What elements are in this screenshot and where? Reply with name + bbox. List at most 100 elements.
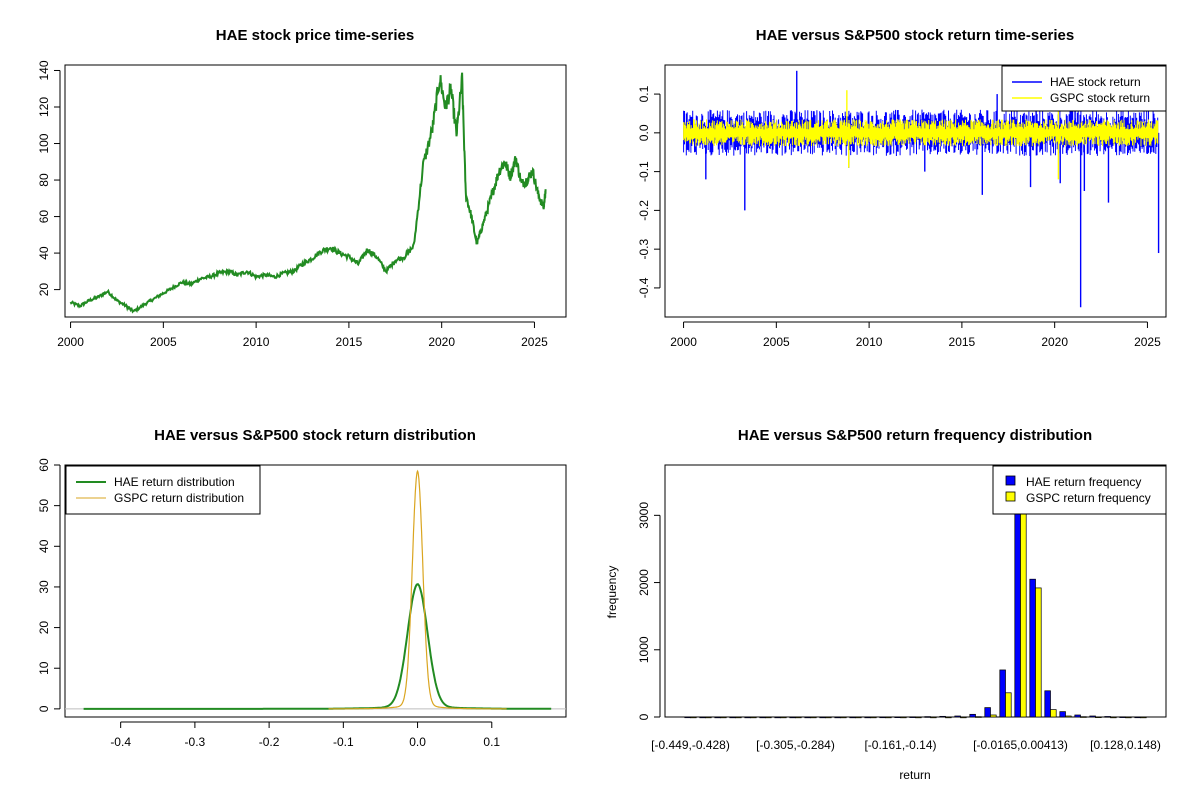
- gspc-frequency-bar: [720, 716, 727, 719]
- legend-box: [65, 465, 261, 515]
- price-chart-title: HAE stock price time-series: [216, 27, 414, 44]
- gspc-frequency-bar: [990, 714, 997, 718]
- return-timeseries-marks: 2000 2005 2010 2015 2020 2025 -0.4 -0.3 -0.2 -0.1…: [637, 70, 1161, 349]
- frequency-distribution-legend: HAE return frequency GSPC return frequen…: [992, 465, 1167, 515]
- hae-frequency-bar: [819, 716, 826, 719]
- freq-x-tick-label: [-0.0165,0.00413): [973, 738, 1068, 752]
- hae-frequency-bar: [1044, 690, 1051, 718]
- price-y-tick-label: 140: [37, 60, 51, 80]
- price-x-tick-label: 2020: [428, 335, 455, 349]
- price-x-tick-label: 2025: [521, 335, 548, 349]
- returns-y-tick-label: -0.1: [637, 161, 651, 182]
- return-timeseries-legend: HAE stock return GSPC stock return: [1001, 65, 1167, 112]
- hae-frequency-bar: [684, 716, 691, 719]
- price-x-tick-label: 2010: [243, 335, 270, 349]
- gspc-frequency-bar: [855, 716, 862, 719]
- price-y-tick-label: 120: [37, 97, 51, 117]
- hae-frequency-bar: [1059, 711, 1066, 718]
- frequency-xlabel: return: [899, 768, 930, 782]
- freq-y-tick-label: 1000: [637, 636, 651, 663]
- gspc-frequency-bar: [1005, 692, 1012, 718]
- hae-frequency-bar: [1014, 510, 1021, 718]
- legend-label-hae: HAE return distribution: [114, 475, 235, 489]
- return-timeseries-plot-box: [664, 64, 1167, 318]
- dist-y-tick-label: 50: [37, 499, 51, 513]
- hae-frequency-bar: [864, 716, 871, 719]
- gspc-frequency-bar: [690, 716, 697, 719]
- return-distribution-legend: HAE return distribution GSPC return dist…: [65, 465, 261, 515]
- gspc-frequency-bar: [960, 716, 967, 719]
- legend-box: [1001, 65, 1167, 112]
- gspc-frequency-bar: [750, 716, 757, 719]
- hae-frequency-bar: [729, 716, 736, 719]
- hae-frequency-bar: [834, 716, 841, 719]
- gspc-frequency-bar: [825, 716, 832, 719]
- return-distribution-title: HAE versus S&P500 stock return distribut…: [154, 427, 476, 444]
- price-y-tick-label: 80: [37, 173, 51, 187]
- price-y-tick-label: 60: [37, 210, 51, 224]
- hae-frequency-bar: [1089, 715, 1096, 718]
- gspc-frequency-bar: [930, 716, 937, 719]
- dist-y-tick-label: 20: [37, 621, 51, 635]
- price-y-tick-label: 20: [37, 283, 51, 297]
- returns-x-tick-label: 2005: [763, 335, 790, 349]
- gspc-frequency-bar: [900, 716, 907, 719]
- gspc-frequency-bar: [705, 716, 712, 719]
- return-distribution-plot-box: [64, 464, 567, 718]
- gspc-frequency-bar: [1095, 716, 1102, 719]
- hae-frequency-bar: [774, 716, 781, 719]
- returns-y-tick-label: -0.2: [637, 200, 651, 221]
- legend-label-hae: HAE return frequency: [1026, 475, 1141, 489]
- hae-frequency-bar: [714, 716, 721, 719]
- gspc-frequency-bar: [735, 716, 742, 719]
- returns-x-tick-label: 2020: [1041, 335, 1068, 349]
- price-y-tick-label: 100: [37, 133, 51, 153]
- returns-y-tick-label: 0.1: [637, 85, 651, 102]
- gspc-frequency-bar: [975, 716, 982, 718]
- gspc-frequency-bar: [795, 716, 802, 719]
- legend-label-gspc: GSPC return distribution: [114, 491, 244, 505]
- frequency-distribution-chart: HAE versus S&P500 return frequency distr…: [605, 427, 1167, 782]
- returns-y-tick-label: -0.3: [637, 238, 651, 259]
- gspc-frequency-bar: [1110, 716, 1117, 719]
- hae-frequency-bar: [1029, 578, 1036, 718]
- price-chart: HAE stock price time-series 2000 2005 2010…: [37, 27, 567, 349]
- gspc-frequency-bar: [885, 716, 892, 719]
- price-x-tick-label: 2000: [57, 335, 84, 349]
- gspc-frequency-bar: [1140, 716, 1147, 719]
- dist-y-tick-label: 10: [37, 661, 51, 675]
- gspc-frequency-bar: [780, 716, 787, 719]
- returns-x-tick-label: 2015: [949, 335, 976, 349]
- hae-frequency-bar: [804, 716, 811, 719]
- dist-x-tick-label: 0.1: [483, 735, 500, 749]
- freq-x-tick-label: [-0.449,-0.428): [651, 738, 730, 752]
- returns-x-tick-label: 2010: [856, 335, 883, 349]
- returns-y-tick-label: 0.0: [637, 124, 651, 141]
- hae-frequency-bar: [1074, 714, 1081, 718]
- gspc-frequency-bar: [1125, 716, 1132, 719]
- frequency-distribution-marks: 0 1000 2000 3000 [-0.449,-0.428) [-0.305,-0.2…: [637, 474, 1161, 752]
- dist-x-tick-label: -0.3: [185, 735, 206, 749]
- legend-swatch-gspc: [1005, 491, 1016, 502]
- gspc-frequency-bar: [765, 716, 772, 719]
- hae-frequency-bar: [849, 716, 856, 719]
- price-y-tick-label: 40: [37, 246, 51, 260]
- dist-x-tick-label: -0.2: [259, 735, 280, 749]
- gspc-distribution-line: [328, 469, 507, 710]
- hae-frequency-bar: [894, 716, 901, 719]
- frequency-distribution-title: HAE versus S&P500 return frequency distr…: [738, 427, 1092, 444]
- dist-y-tick-label: 0: [37, 705, 51, 712]
- price-chart-plot-box: [64, 64, 567, 318]
- returns-x-tick-label: 2025: [1134, 335, 1161, 349]
- gspc-frequency-bar: [1065, 715, 1072, 718]
- returns-x-tick-label: 2000: [670, 335, 697, 349]
- gspc-frequency-bar: [840, 716, 847, 719]
- legend-label-hae: HAE stock return: [1050, 75, 1141, 89]
- hae-frequency-bar: [969, 713, 976, 718]
- hae-frequency-bar: [1104, 716, 1111, 718]
- gspc-frequency-bar: [1035, 587, 1042, 718]
- hae-frequency-bar: [789, 716, 796, 719]
- freq-x-tick-label: [0.128,0.148): [1090, 738, 1161, 752]
- hae-frequency-bar: [924, 716, 931, 718]
